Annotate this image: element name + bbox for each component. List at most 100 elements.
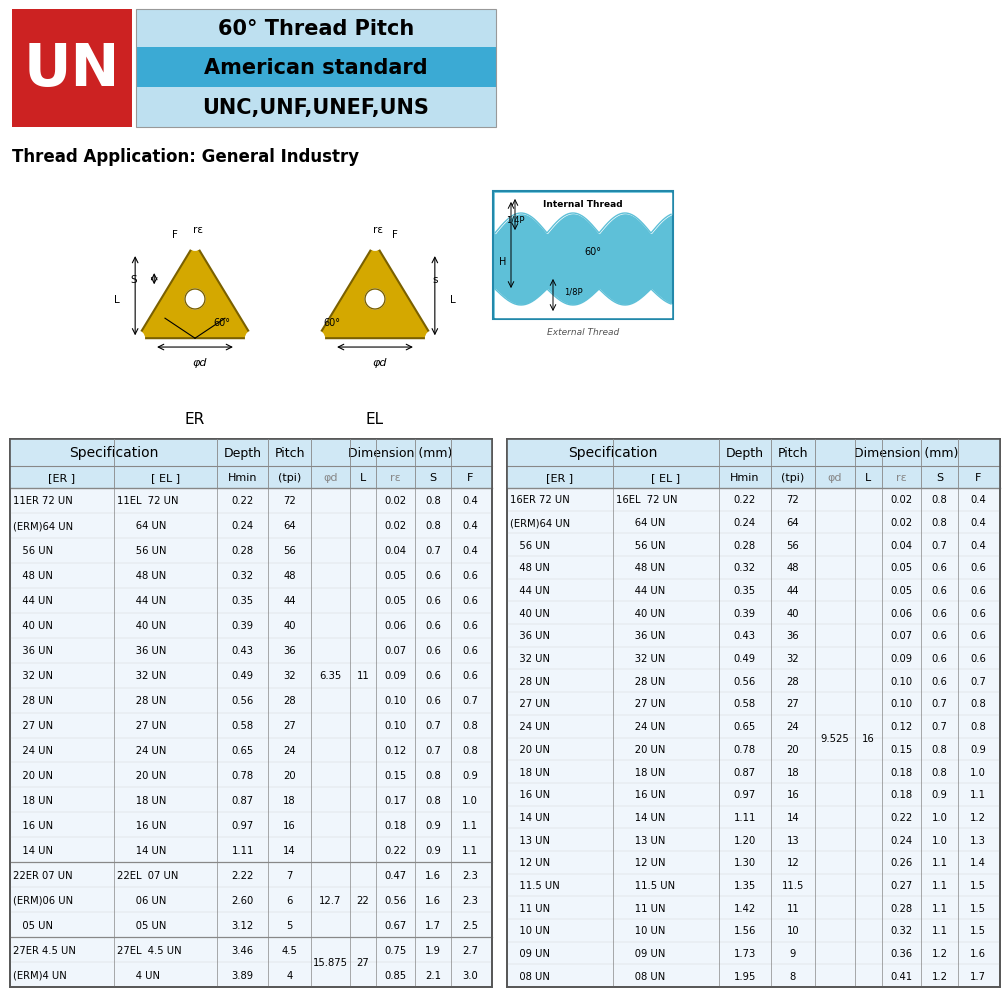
Text: 27EL  4.5 UN: 27EL 4.5 UN: [116, 945, 181, 955]
Text: 27 UN: 27 UN: [615, 698, 665, 708]
Text: 0.49: 0.49: [733, 653, 756, 663]
Text: 0.05: 0.05: [890, 563, 912, 573]
Text: 0.15: 0.15: [384, 771, 407, 781]
Text: 15.875: 15.875: [313, 957, 348, 967]
Text: 22EL  07 UN: 22EL 07 UN: [116, 870, 177, 880]
Bar: [136, 10, 496, 128]
Circle shape: [365, 290, 385, 310]
Text: 11 UN: 11 UN: [615, 903, 665, 913]
Text: 60°: 60°: [212, 318, 229, 328]
Text: 44 UN: 44 UN: [615, 585, 664, 595]
Text: 0.7: 0.7: [425, 745, 441, 756]
Text: 1.7: 1.7: [425, 920, 441, 930]
Text: 0.4: 0.4: [462, 546, 478, 556]
Text: 72: 72: [786, 495, 799, 505]
Text: 0.8: 0.8: [969, 721, 985, 731]
Text: 18: 18: [786, 767, 799, 777]
Text: 24 UN: 24 UN: [13, 745, 53, 756]
Text: 0.8: 0.8: [462, 720, 478, 730]
Text: (tpi): (tpi): [781, 473, 804, 483]
Text: 28: 28: [786, 676, 799, 686]
Text: 0.41: 0.41: [890, 971, 912, 981]
Text: 20 UN: 20 UN: [615, 744, 664, 755]
Text: 0.28: 0.28: [733, 540, 756, 550]
Text: 0.6: 0.6: [425, 645, 441, 655]
Text: 36 UN: 36 UN: [13, 645, 53, 655]
Text: 0.6: 0.6: [425, 620, 441, 630]
Text: 13 UN: 13 UN: [615, 835, 664, 845]
Text: 27: 27: [786, 698, 799, 708]
Text: 1.0: 1.0: [931, 812, 947, 822]
Text: 1.0: 1.0: [969, 767, 985, 777]
Text: 1.5: 1.5: [969, 926, 985, 935]
Text: 0.04: 0.04: [384, 546, 406, 556]
Text: rε: rε: [390, 473, 401, 483]
Text: Dimension (mm): Dimension (mm): [854, 447, 958, 460]
Text: 20 UN: 20 UN: [509, 744, 549, 755]
Text: 10 UN: 10 UN: [509, 926, 549, 935]
Text: 18 UN: 18 UN: [116, 795, 166, 805]
Text: 64: 64: [283, 521, 296, 531]
Text: 0.8: 0.8: [425, 496, 441, 506]
Text: H: H: [499, 257, 506, 267]
Text: 1.1: 1.1: [462, 845, 478, 855]
Text: L: L: [450, 295, 456, 305]
Text: 1.1: 1.1: [931, 903, 947, 913]
Text: 0.4: 0.4: [969, 540, 985, 550]
Text: 0.56: 0.56: [231, 695, 254, 705]
Text: 09 UN: 09 UN: [615, 948, 664, 958]
Text: 0.58: 0.58: [733, 698, 756, 708]
Circle shape: [130, 332, 144, 346]
Text: 24: 24: [786, 721, 799, 731]
Text: 0.32: 0.32: [733, 563, 756, 573]
Text: 0.8: 0.8: [931, 495, 947, 505]
Text: 44 UN: 44 UN: [13, 595, 53, 605]
Text: 1.9: 1.9: [425, 945, 441, 955]
Text: 0.24: 0.24: [733, 517, 756, 527]
Text: 0.24: 0.24: [890, 835, 912, 845]
Text: 0.05: 0.05: [384, 595, 406, 605]
Bar: [493, 191, 672, 320]
Text: Specification: Specification: [568, 446, 657, 460]
Text: 40: 40: [786, 608, 799, 618]
Text: 1.35: 1.35: [733, 880, 756, 890]
Bar: [10, 467, 492, 489]
Text: ER: ER: [184, 412, 205, 427]
Bar: [506, 467, 999, 489]
Text: 1.1: 1.1: [969, 790, 985, 800]
Text: 08 UN: 08 UN: [615, 971, 664, 981]
Text: 32: 32: [786, 653, 799, 663]
Text: Depth: Depth: [223, 447, 262, 460]
Text: S: S: [429, 473, 436, 483]
Text: 2.22: 2.22: [231, 870, 254, 880]
Text: 24 UN: 24 UN: [509, 721, 549, 731]
Polygon shape: [317, 243, 433, 339]
Bar: [12, 10, 132, 128]
Text: 0.6: 0.6: [931, 563, 947, 573]
Text: 0.7: 0.7: [425, 546, 441, 556]
Text: 0.06: 0.06: [384, 620, 406, 630]
Text: 0.8: 0.8: [969, 698, 985, 708]
Text: 27ER 4.5 UN: 27ER 4.5 UN: [13, 945, 76, 955]
Text: 0.67: 0.67: [384, 920, 407, 930]
Text: 1.5: 1.5: [969, 903, 985, 913]
Text: 11ER 72 UN: 11ER 72 UN: [13, 496, 73, 506]
Text: 2.60: 2.60: [231, 895, 254, 905]
Text: 0.6: 0.6: [931, 608, 947, 618]
Text: 56 UN: 56 UN: [116, 546, 166, 556]
Text: 48 UN: 48 UN: [615, 563, 664, 573]
Text: 0.8: 0.8: [931, 517, 947, 527]
Text: 1.5: 1.5: [969, 880, 985, 890]
Text: 0.6: 0.6: [462, 645, 478, 655]
Text: 16: 16: [786, 790, 799, 800]
Text: rε: rε: [373, 225, 383, 235]
Text: 12 UN: 12 UN: [509, 858, 549, 868]
Text: 0.6: 0.6: [969, 585, 985, 595]
Text: 3.89: 3.89: [231, 970, 254, 980]
Text: 14 UN: 14 UN: [116, 845, 166, 855]
Text: 16: 16: [861, 732, 874, 742]
Text: [ER ]: [ER ]: [546, 473, 573, 483]
Text: 14: 14: [283, 845, 296, 855]
Text: 0.6: 0.6: [425, 571, 441, 581]
Text: 14 UN: 14 UN: [13, 845, 53, 855]
